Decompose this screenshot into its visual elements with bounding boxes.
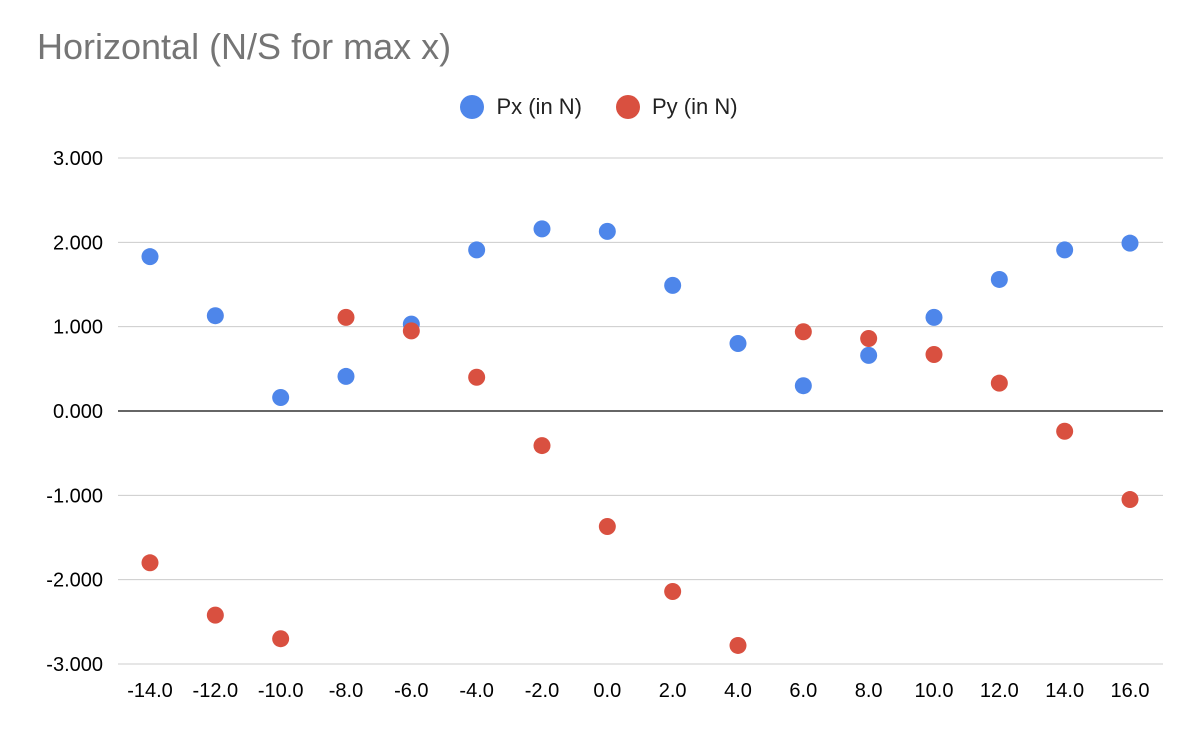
grid-lines (118, 157, 1163, 665)
px-point[interactable] (337, 367, 355, 385)
px-point[interactable] (1056, 241, 1074, 259)
py-point[interactable] (468, 368, 486, 386)
x-tick-label: 16.0 (1111, 680, 1150, 702)
py-point[interactable] (1056, 422, 1074, 440)
px-point[interactable] (990, 270, 1008, 288)
data-points (141, 220, 1139, 654)
py-point[interactable] (860, 329, 878, 347)
py-point[interactable] (794, 323, 812, 341)
px-point[interactable] (664, 276, 682, 294)
py-point[interactable] (1121, 491, 1139, 509)
py-point[interactable] (402, 322, 420, 340)
x-tick-label: 14.0 (1045, 680, 1084, 702)
legend-swatch-px (460, 95, 485, 119)
py-point[interactable] (925, 345, 943, 363)
x-tick-label: 10.0 (915, 680, 954, 702)
legend-label-py: Py (in N) (652, 94, 738, 119)
y-tick-label: 3.000 (53, 148, 103, 170)
x-axis-ticks: -14.0 -12.0 -10.0 -8.0 -6.0 -4.0 -2.0 0.0 2.0 4.0… (127, 680, 1149, 702)
px-point[interactable] (468, 241, 486, 259)
y-axis-ticks: 3.000 2.000 1.000 0.000 -1.000 -2.000 -3.000 (46, 148, 103, 676)
x-tick-label: -8.0 (329, 680, 363, 702)
px-point[interactable] (794, 377, 812, 395)
x-tick-label: 12.0 (980, 680, 1019, 702)
x-tick-label: -10.0 (258, 680, 304, 702)
x-tick-label: 4.0 (724, 680, 752, 702)
x-tick-label: -12.0 (193, 680, 239, 702)
px-point[interactable] (141, 248, 159, 266)
x-tick-label: -2.0 (525, 680, 559, 702)
x-tick-label: 8.0 (855, 680, 883, 702)
y-tick-label: -3.000 (46, 654, 103, 676)
py-point[interactable] (141, 554, 159, 572)
x-tick-label: -14.0 (127, 680, 173, 702)
py-point[interactable] (206, 606, 224, 624)
py-point[interactable] (990, 374, 1008, 392)
legend-item-py[interactable]: Py (in N) (616, 94, 738, 120)
y-tick-label: 0.000 (53, 401, 103, 423)
y-tick-label: 1.000 (53, 317, 103, 339)
legend: Px (in N) Py (in N) (0, 94, 1198, 120)
legend-label-px: Px (in N) (496, 94, 582, 119)
py-point[interactable] (664, 582, 682, 600)
px-point[interactable] (272, 389, 290, 407)
x-tick-label: -6.0 (394, 680, 428, 702)
x-tick-label: -4.0 (459, 680, 493, 702)
py-point[interactable] (337, 308, 355, 326)
py-point[interactable] (272, 630, 290, 648)
x-tick-label: 0.0 (593, 680, 621, 702)
px-point[interactable] (925, 308, 943, 326)
legend-swatch-py (616, 95, 640, 119)
legend-item-px[interactable]: Px (in N) (460, 94, 582, 120)
px-point[interactable] (206, 307, 224, 325)
y-tick-label: -2.000 (46, 570, 103, 592)
py-point[interactable] (533, 437, 551, 455)
y-tick-label: 2.000 (53, 232, 103, 254)
chart-title: Horizontal (N/S for max x) (37, 26, 452, 67)
px-point[interactable] (729, 335, 747, 353)
x-tick-label: 2.0 (659, 680, 687, 702)
px-point[interactable] (533, 220, 551, 238)
px-point[interactable] (860, 346, 878, 364)
py-point[interactable] (598, 518, 616, 536)
y-tick-label: -1.000 (46, 485, 103, 507)
px-point[interactable] (1121, 234, 1139, 252)
px-point[interactable] (598, 222, 616, 240)
py-point[interactable] (729, 636, 747, 654)
x-tick-label: 6.0 (789, 680, 817, 702)
